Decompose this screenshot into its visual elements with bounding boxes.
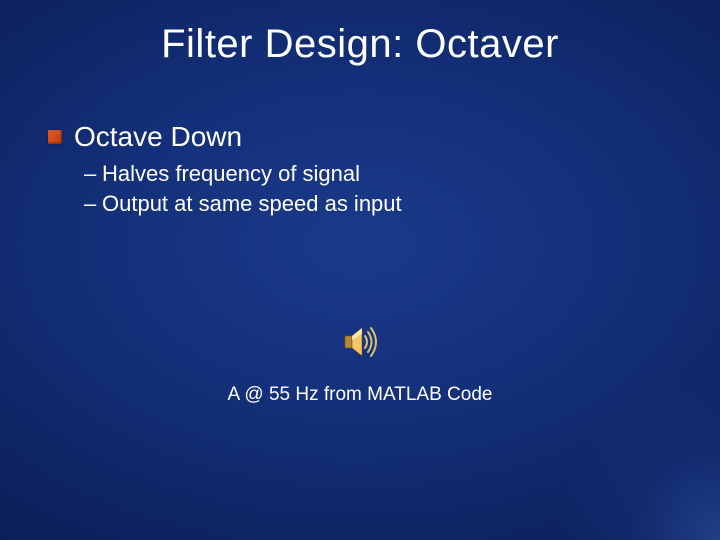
slide: Filter Design: Octaver Octave Down – Hal… (0, 0, 720, 540)
media-caption: A @ 55 Hz from MATLAB Code (0, 384, 720, 406)
speaker-sound-icon[interactable] (340, 322, 380, 367)
bullet-l2: – Halves frequency of signal (84, 160, 672, 188)
bullet-l2-text: Output at same speed as input (102, 190, 402, 218)
content-area: Octave Down – Halves frequency of signal… (48, 120, 672, 220)
media-icon-row (0, 322, 720, 367)
bullet-l2-text: Halves frequency of signal (102, 160, 360, 188)
bullet-l1: Octave Down (48, 120, 672, 154)
bullet-l2-group: – Halves frequency of signal – Output at… (84, 160, 672, 218)
bullet-l2: – Output at same speed as input (84, 190, 672, 218)
bullet-l1-text: Octave Down (74, 120, 242, 154)
dash-bullet-icon: – (84, 190, 102, 218)
slide-title: Filter Design: Octaver (0, 22, 720, 67)
square-bullet-icon (48, 130, 62, 144)
dash-bullet-icon: – (84, 160, 102, 188)
